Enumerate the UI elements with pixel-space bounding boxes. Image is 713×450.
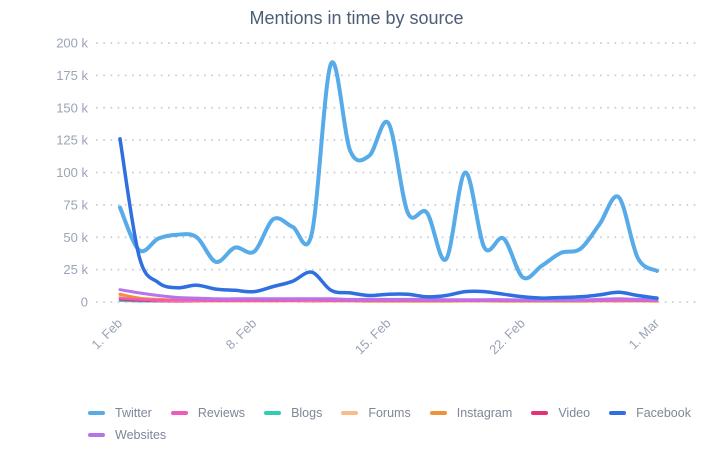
y-axis-label: 125 k	[56, 133, 88, 148]
legend-label: Video	[558, 406, 591, 420]
legend-dash-icon	[341, 411, 359, 415]
line-twitter	[118, 60, 659, 281]
legend-item-reviews[interactable]: Reviews	[170, 406, 246, 420]
y-axis-label: 100 k	[56, 165, 88, 180]
chart-title: Mentions in time by source	[249, 8, 464, 28]
chart-legend: Twitter Reviews Blogs Forums Instagram Video F…	[88, 404, 691, 444]
line-websites	[118, 288, 659, 302]
legend-item-facebook[interactable]: Facebook	[609, 406, 691, 420]
y-axis-label: 175 k	[56, 68, 88, 83]
legend-dash-icon	[170, 411, 188, 415]
legend-dash-icon	[88, 411, 105, 415]
legend-label: Forums	[368, 406, 411, 420]
x-axis-label: 1. Feb	[88, 316, 125, 353]
y-axis-label: 0	[81, 295, 88, 310]
y-axis-label: 75 k	[63, 197, 88, 212]
legend-dash-icon	[88, 433, 105, 437]
x-axis-label: 1. Mar	[625, 315, 662, 352]
legend-item-blogs[interactable]: Blogs	[264, 406, 322, 420]
legend-row: Websites	[88, 426, 668, 444]
legend-item-forums[interactable]: Forums	[341, 406, 411, 420]
legend-label: Websites	[115, 428, 167, 442]
legend-dash-icon	[429, 411, 447, 415]
y-axis-label: 25 k	[63, 262, 88, 277]
legend-label: Twitter	[115, 406, 152, 420]
line-facebook	[118, 137, 659, 300]
legend-label: Blogs	[291, 406, 323, 420]
legend-dash-icon	[264, 411, 282, 415]
x-axis-label: 8. Feb	[223, 316, 260, 353]
y-axis-label: 50 k	[63, 230, 88, 245]
legend-row: Twitter Reviews Blogs Forums Instagram Video F…	[88, 404, 691, 422]
legend-label: Reviews	[197, 406, 246, 420]
x-axis-label: 22. Feb	[486, 316, 528, 358]
legend-dash-icon	[531, 411, 549, 415]
y-axis-label: 200 k	[56, 36, 88, 51]
legend-dash-icon	[609, 411, 627, 415]
legend-item-twitter[interactable]: Twitter	[88, 406, 152, 420]
legend-label: Facebook	[636, 406, 691, 420]
y-axis-label: 150 k	[56, 100, 88, 115]
legend-item-video[interactable]: Video	[531, 406, 590, 420]
x-axis-label: 15. Feb	[352, 316, 394, 358]
legend-item-websites[interactable]: Websites	[88, 428, 166, 442]
legend-label: Instagram	[456, 406, 513, 420]
legend-item-instagram[interactable]: Instagram	[429, 406, 513, 420]
